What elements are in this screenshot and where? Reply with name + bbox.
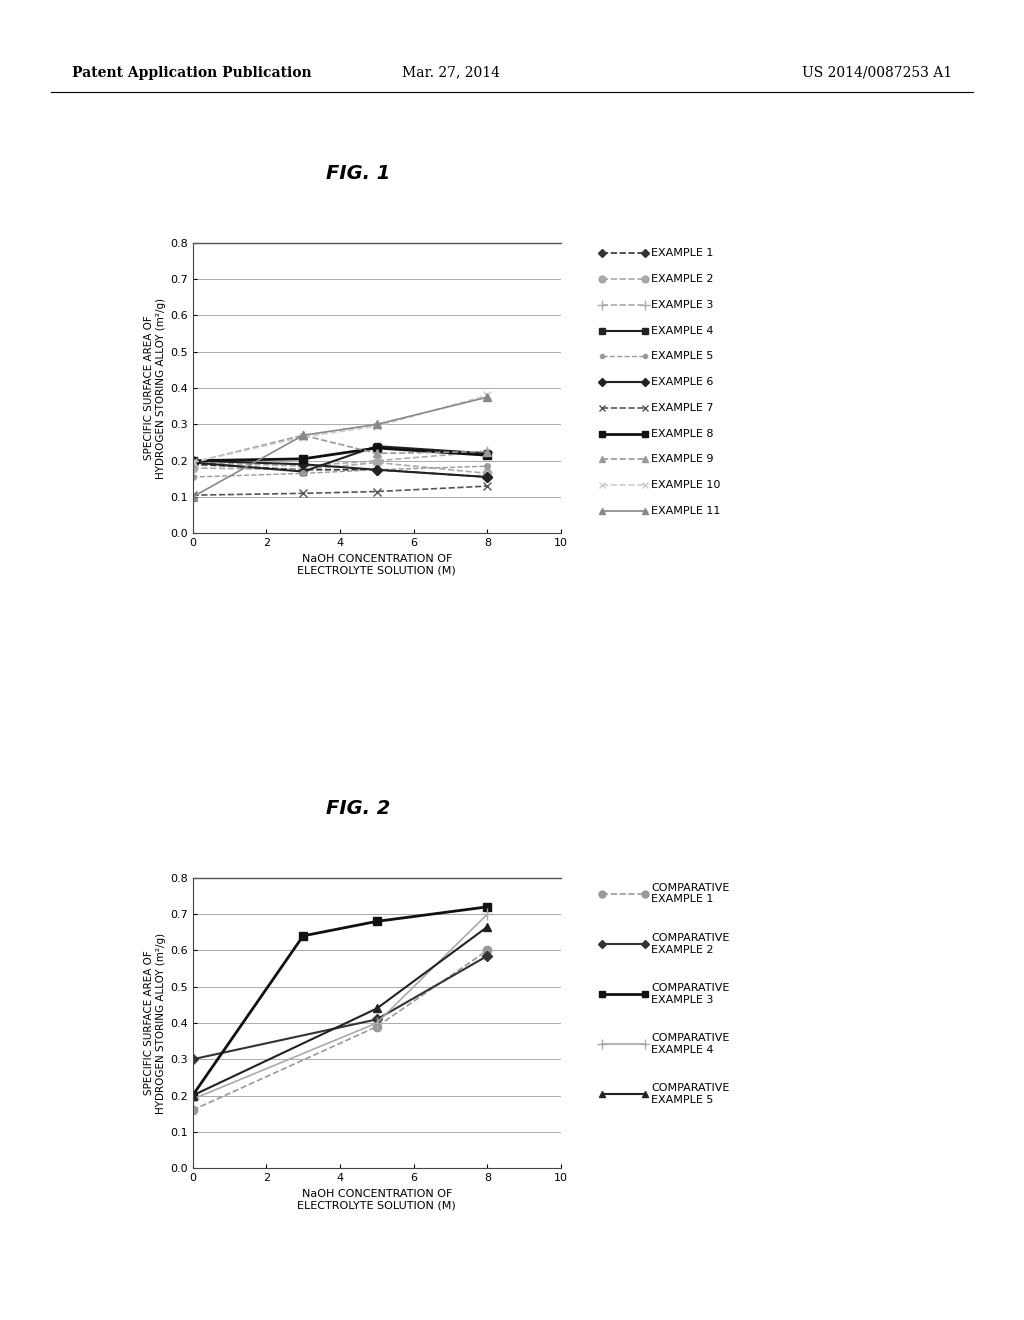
Text: EXAMPLE 3: EXAMPLE 3: [651, 300, 714, 310]
Text: EXAMPLE 11: EXAMPLE 11: [651, 506, 721, 516]
Text: COMPARATIVE
EXAMPLE 3: COMPARATIVE EXAMPLE 3: [651, 983, 730, 1005]
Text: EXAMPLE 2: EXAMPLE 2: [651, 275, 714, 284]
Text: EXAMPLE 9: EXAMPLE 9: [651, 454, 714, 465]
Text: FIG. 1: FIG. 1: [327, 165, 390, 183]
Text: EXAMPLE 4: EXAMPLE 4: [651, 326, 714, 335]
Text: US 2014/0087253 A1: US 2014/0087253 A1: [802, 66, 952, 79]
Text: COMPARATIVE
EXAMPLE 2: COMPARATIVE EXAMPLE 2: [651, 933, 730, 954]
Text: EXAMPLE 7: EXAMPLE 7: [651, 403, 714, 413]
X-axis label: NaOH CONCENTRATION OF
ELECTROLYTE SOLUTION (M): NaOH CONCENTRATION OF ELECTROLYTE SOLUTI…: [297, 1188, 457, 1210]
Text: Patent Application Publication: Patent Application Publication: [72, 66, 311, 79]
Text: EXAMPLE 5: EXAMPLE 5: [651, 351, 714, 362]
Text: EXAMPLE 6: EXAMPLE 6: [651, 378, 714, 387]
Text: EXAMPLE 8: EXAMPLE 8: [651, 429, 714, 438]
X-axis label: NaOH CONCENTRATION OF
ELECTROLYTE SOLUTION (M): NaOH CONCENTRATION OF ELECTROLYTE SOLUTI…: [297, 553, 457, 576]
Text: COMPARATIVE
EXAMPLE 4: COMPARATIVE EXAMPLE 4: [651, 1034, 730, 1055]
Y-axis label: SPECIFIC SURFACE AREA OF
HYDROGEN STORING ALLOY (m²/g): SPECIFIC SURFACE AREA OF HYDROGEN STORIN…: [144, 297, 166, 479]
Text: EXAMPLE 10: EXAMPLE 10: [651, 480, 721, 490]
Text: EXAMPLE 1: EXAMPLE 1: [651, 248, 714, 259]
Text: COMPARATIVE
EXAMPLE 5: COMPARATIVE EXAMPLE 5: [651, 1084, 730, 1105]
Y-axis label: SPECIFIC SURFACE AREA OF
HYDROGEN STORING ALLOY (m²/g): SPECIFIC SURFACE AREA OF HYDROGEN STORIN…: [144, 932, 166, 1114]
Text: Mar. 27, 2014: Mar. 27, 2014: [401, 66, 500, 79]
Text: FIG. 2: FIG. 2: [327, 800, 390, 818]
Text: COMPARATIVE
EXAMPLE 1: COMPARATIVE EXAMPLE 1: [651, 883, 730, 904]
